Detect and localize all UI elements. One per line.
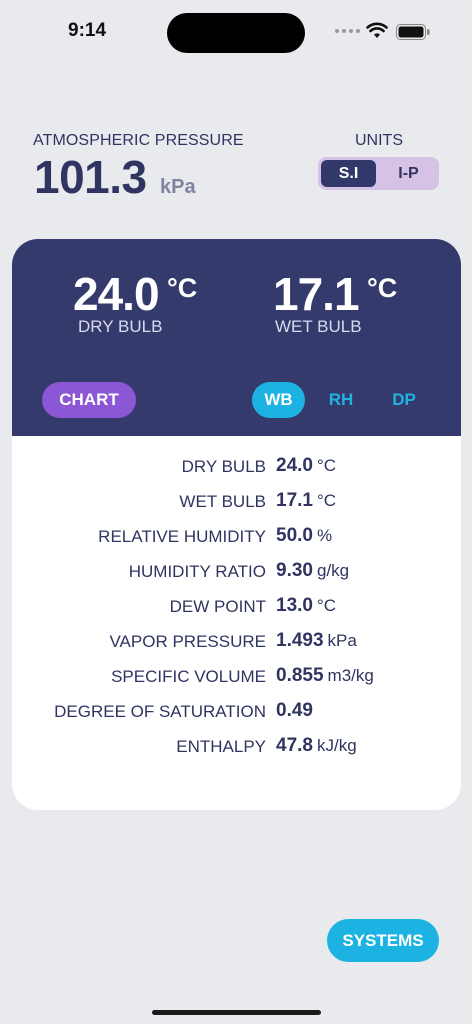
property-label: HUMIDITY RATIO	[128, 562, 266, 581]
status-time: 9:14	[68, 20, 107, 41]
mode-rh-button[interactable]: RH	[328, 390, 354, 409]
property-value: 1.493 kPa	[276, 630, 357, 652]
property-unit: °C	[316, 596, 337, 615]
property-unit: °C	[316, 491, 337, 510]
property-number: 47.8	[276, 735, 313, 756]
property-number: 0.855	[276, 665, 324, 686]
property-row-specific-volume: SPECIFIC VOLUME 0.855 m3/kg	[12, 661, 461, 691]
property-number: 1.493	[276, 630, 324, 651]
pressure-unit: kPa	[160, 176, 196, 198]
chart-button[interactable]: CHART	[42, 382, 136, 418]
units-toggle: S.I I-P	[318, 157, 439, 190]
property-value: 9.30 g/kg	[276, 560, 349, 582]
property-number: 50.0	[276, 525, 313, 546]
dry-bulb-label: DRY BULB	[78, 317, 163, 336]
property-label: DRY BULB	[181, 457, 266, 476]
unit-si-button[interactable]: S.I	[321, 160, 376, 187]
property-label: SPECIFIC VOLUME	[111, 667, 266, 686]
wifi-icon	[366, 22, 388, 38]
home-indicator[interactable]	[152, 1010, 321, 1015]
property-row-dew-point: DEW POINT 13.0 °C	[12, 591, 461, 621]
property-value: 0.49	[276, 700, 317, 722]
property-number: 13.0	[276, 595, 313, 616]
property-value: 47.8 kJ/kg	[276, 735, 357, 757]
property-number: 9.30	[276, 560, 313, 581]
property-value: 50.0%	[276, 525, 332, 547]
systems-button[interactable]: SYSTEMS	[327, 919, 439, 962]
property-row-relative-humidity: RELATIVE HUMIDITY 50.0%	[12, 521, 461, 551]
property-row-dry-bulb: DRY BULB 24.0 °C	[12, 451, 461, 481]
property-unit: kPa	[327, 631, 357, 650]
property-label: ENTHALPY	[176, 737, 266, 756]
property-number: 0.49	[276, 700, 313, 721]
wet-bulb-unit: °C	[367, 273, 398, 303]
property-row-vapor-pressure: VAPOR PRESSURE 1.493 kPa	[12, 626, 461, 656]
property-row-humidity-ratio: HUMIDITY RATIO 9.30 g/kg	[12, 556, 461, 586]
property-value: 17.1 °C	[276, 490, 336, 512]
property-label: RELATIVE HUMIDITY	[98, 527, 266, 546]
property-unit: %	[316, 526, 333, 545]
property-unit: kJ/kg	[316, 736, 357, 755]
dynamic-island	[167, 13, 305, 53]
property-unit: °C	[316, 456, 337, 475]
property-label: DEW POINT	[169, 597, 266, 616]
psychrometric-card: 24.0 °C DRY BULB 17.1 °C WET BULB CHART …	[12, 239, 461, 810]
units-label: UNITS	[355, 132, 403, 149]
property-row-enthalpy: ENTHALPY 47.8 kJ/kg	[12, 731, 461, 761]
property-row-wet-bulb: WET BULB 17.1 °C	[12, 486, 461, 516]
card-header: 24.0 °C DRY BULB 17.1 °C WET BULB CHART …	[12, 239, 461, 436]
mode-dp-button[interactable]: DP	[392, 390, 416, 409]
mode-wb-button[interactable]: WB	[252, 382, 305, 418]
wet-bulb-value: 17.1	[273, 268, 360, 320]
property-value: 24.0 °C	[276, 455, 336, 477]
unit-ip-button[interactable]: I-P	[398, 164, 419, 182]
property-label: VAPOR PRESSURE	[109, 632, 266, 651]
battery-icon	[396, 24, 430, 40]
cellular-signal-icon	[335, 29, 360, 33]
pressure-label: ATMOSPHERIC PRESSURE	[33, 132, 244, 149]
property-label: WET BULB	[179, 492, 266, 511]
property-unit: g/kg	[316, 561, 350, 580]
property-value: 0.855 m3/kg	[276, 665, 374, 687]
property-value: 13.0 °C	[276, 595, 336, 617]
property-number: 17.1	[276, 490, 313, 511]
dry-bulb-value: 24.0	[73, 268, 160, 320]
property-row-degree-of-saturation: DEGREE OF SATURATION 0.49	[12, 696, 461, 726]
pressure-value: 101.3	[34, 151, 147, 203]
wet-bulb-label: WET BULB	[275, 317, 362, 336]
dry-bulb-unit: °C	[167, 273, 198, 303]
property-label: DEGREE OF SATURATION	[54, 702, 266, 721]
property-unit: m3/kg	[327, 666, 374, 685]
property-number: 24.0	[276, 455, 313, 476]
